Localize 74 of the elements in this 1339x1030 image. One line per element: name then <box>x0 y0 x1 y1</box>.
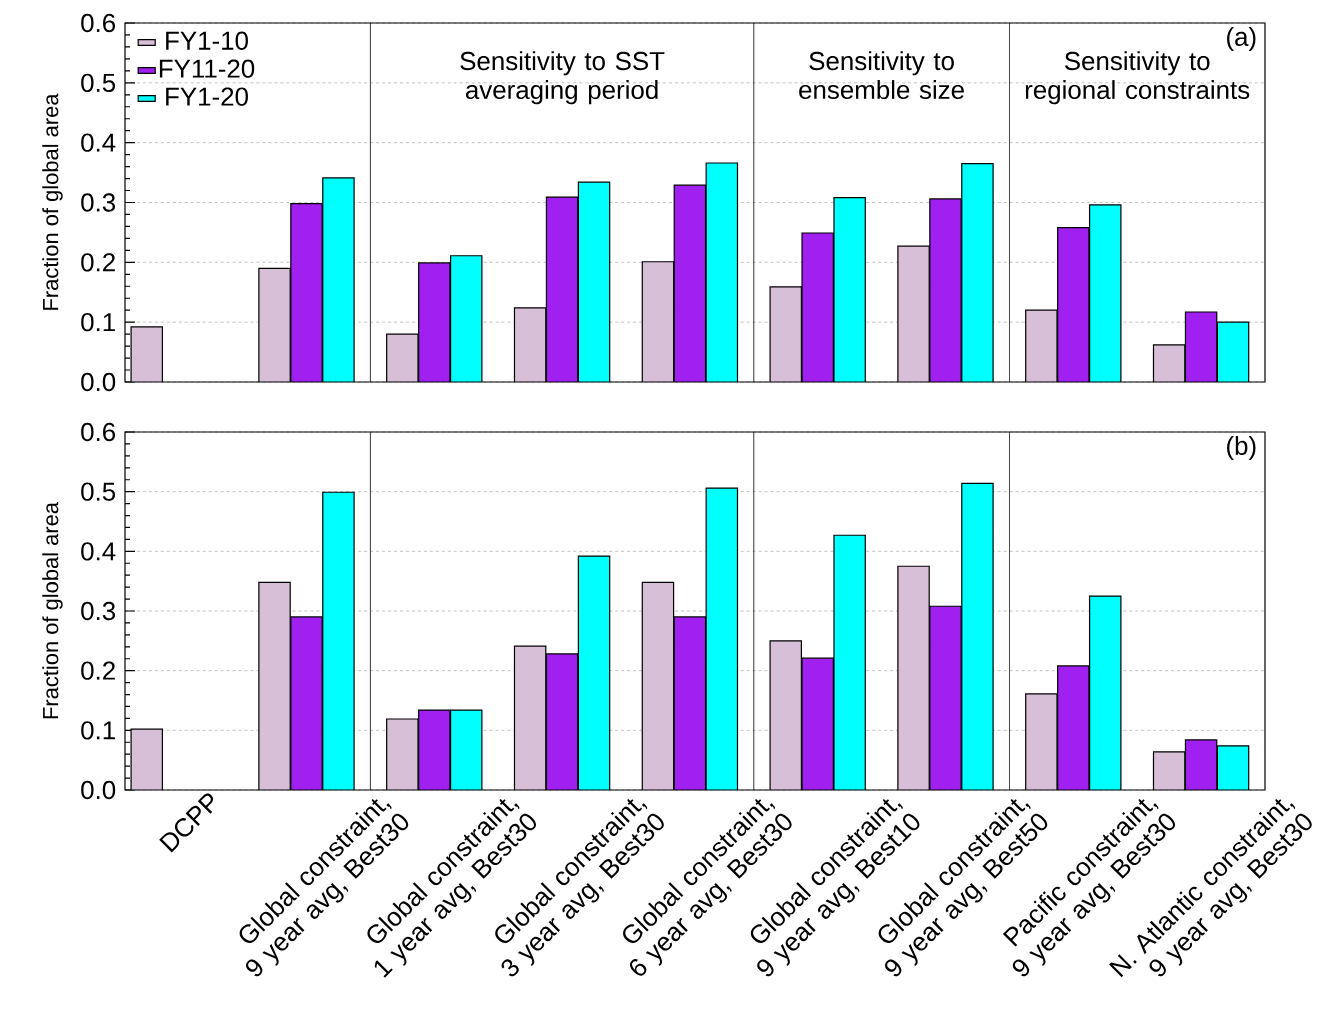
bar <box>1089 596 1121 790</box>
bar <box>802 658 834 790</box>
y-tick-label: 0.2 <box>81 661 115 680</box>
bar <box>513 307 547 382</box>
bar <box>322 492 355 790</box>
bar <box>1152 751 1186 790</box>
bar <box>450 710 482 790</box>
bar <box>545 196 579 382</box>
y-tick-label: 0.6 <box>81 13 116 33</box>
bar <box>418 710 450 790</box>
bar <box>1216 321 1250 382</box>
y-tick-label: 0.6 <box>81 422 116 442</box>
legend-label: FY1-20 <box>166 87 248 106</box>
bar <box>673 184 707 382</box>
bar <box>577 181 611 382</box>
y-tick-label: 0.4 <box>81 542 116 561</box>
y-tick-label: 0.4 <box>81 133 116 152</box>
bar <box>1057 665 1089 790</box>
bar <box>929 198 962 382</box>
bar <box>706 488 738 790</box>
annotation: Sensitivity to regional constraints <box>1025 51 1250 105</box>
y-tick-label: 0.3 <box>81 601 116 621</box>
bar <box>705 162 739 382</box>
y-tick-label: 0.5 <box>81 482 116 501</box>
bar <box>258 582 291 790</box>
bar <box>833 197 866 382</box>
bar <box>290 616 323 790</box>
y-axis-title: Fraction of global area <box>42 93 63 310</box>
annotation: (b) <box>1227 436 1256 461</box>
bar <box>386 333 419 382</box>
bar <box>449 255 483 382</box>
bar <box>1088 204 1122 382</box>
bar <box>929 606 962 790</box>
legend-label: FY1-10 <box>166 31 248 50</box>
bar <box>897 245 930 382</box>
bar <box>1025 309 1058 382</box>
bar <box>546 653 578 790</box>
y-tick-label: 0.1 <box>81 312 115 332</box>
y-tick-label: 0.0 <box>81 372 116 392</box>
bar <box>130 326 163 382</box>
bar <box>1184 739 1218 790</box>
annotation: (a) <box>1227 26 1256 52</box>
bar <box>1152 344 1186 382</box>
bar <box>1216 745 1250 790</box>
annotation: Sensitivity to ensemble size <box>799 51 964 100</box>
y-axis-title: Fraction of global area <box>42 502 63 719</box>
bar <box>322 177 355 382</box>
y-tick-label: 0.2 <box>81 253 115 272</box>
annotation: Sensitivity to SST averaging period <box>460 51 665 105</box>
legend-label: FY11-20 <box>159 59 255 78</box>
bar <box>961 163 994 382</box>
bar <box>801 232 834 382</box>
bar <box>578 556 610 790</box>
bar <box>833 535 866 790</box>
bar <box>641 261 675 382</box>
bar <box>1025 693 1057 790</box>
bar <box>1184 311 1218 382</box>
bar <box>674 616 706 790</box>
bar <box>1057 227 1090 382</box>
bar <box>258 267 291 382</box>
y-tick-label: 0.0 <box>81 780 116 800</box>
y-tick-label: 0.3 <box>81 193 116 212</box>
bar <box>418 262 451 382</box>
bar <box>961 483 994 790</box>
bar <box>290 203 323 382</box>
bar <box>769 286 802 382</box>
bar <box>642 582 674 790</box>
y-tick-label: 0.5 <box>81 73 116 92</box>
bar <box>514 646 546 790</box>
bar <box>897 566 930 790</box>
y-tick-label: 0.1 <box>81 721 115 740</box>
bar <box>770 640 802 790</box>
bar <box>386 719 418 790</box>
bar <box>130 728 163 790</box>
